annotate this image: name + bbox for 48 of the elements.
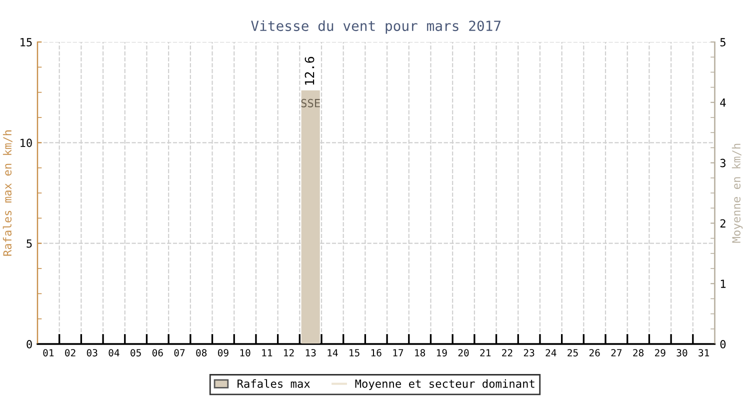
x-tick-label: 29 [655, 349, 666, 356]
x-tick-label: 02 [65, 349, 76, 356]
y2-tick-label: 3 [720, 158, 726, 168]
x-tick-label: 04 [108, 349, 120, 356]
x-tick-label: 11 [262, 349, 272, 356]
x-tick-label: 28 [633, 349, 644, 356]
y-axis-title: Rafales max en km/h [2, 130, 12, 256]
x-tick-label: 21 [480, 349, 491, 356]
x-tick-label: 16 [371, 349, 382, 356]
y-tick-label: 5 [26, 239, 32, 248]
x-tick-label: 06 [152, 349, 163, 356]
chart-title: Vitesse du vent pour mars 2017 [251, 20, 501, 34]
x-tick-label: 12 [284, 349, 294, 356]
x-tick-label: 07 [174, 349, 185, 356]
y2-tick-label: 5 [720, 38, 726, 46]
x-tick-label: 10 [240, 349, 250, 356]
x-tick-label: 26 [589, 349, 600, 356]
x-tick-label: 31 [698, 349, 710, 356]
x-tick-label: 25 [568, 349, 578, 356]
x-tick-label: 24 [546, 349, 556, 356]
y2-tick-label: 2 [720, 219, 726, 228]
x-tick-label: 15 [350, 349, 360, 356]
x-tick-label: 03 [86, 349, 98, 356]
x-tick-label: 18 [415, 349, 426, 356]
x-tick-label: 05 [130, 349, 141, 356]
data-label: 12.6 [304, 56, 314, 85]
x-tick-label: 08 [196, 349, 207, 356]
legend-label: Moyenne et secteur dominant [355, 379, 534, 390]
y-tick-label: 10 [20, 138, 32, 148]
y2-axis-title: Moyenne en km/h [732, 144, 743, 243]
y2-tick-label: 4 [720, 98, 726, 107]
y2-tick-label: 1 [720, 280, 726, 288]
y2-tick-label: 0 [720, 340, 726, 348]
x-tick-label: 20 [458, 349, 469, 356]
y-tick-label: 0 [26, 340, 32, 348]
annotation: SSE [301, 98, 320, 108]
legend-label: Rafales max [238, 379, 310, 388]
x-tick-label: 01 [43, 349, 54, 356]
x-tick-label: 13 [306, 349, 316, 356]
x-tick-label: 27 [611, 349, 622, 356]
y-tick-label: 15 [20, 38, 32, 46]
x-tick-label: 17 [393, 349, 404, 356]
x-tick-label: 23 [524, 349, 534, 356]
x-tick-label: 09 [218, 349, 228, 356]
x-tick-label: 19 [436, 349, 447, 356]
x-tick-label: 22 [502, 349, 512, 356]
x-tick-label: 14 [328, 349, 338, 356]
x-tick-label: 30 [676, 349, 688, 356]
